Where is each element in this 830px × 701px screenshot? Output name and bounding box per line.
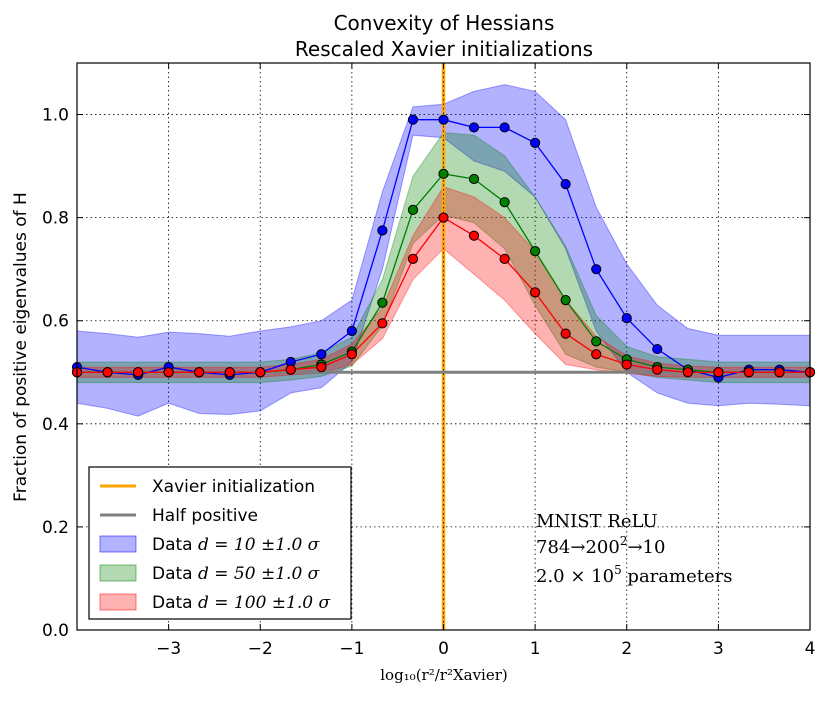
marker-series-0 <box>652 343 663 355</box>
legend-d50-prefix: Data <box>152 564 193 584</box>
marker-series-2 <box>530 287 541 298</box>
marker-series-2 <box>774 367 785 378</box>
x-tick-label: 2 <box>621 639 632 659</box>
marker-series-2 <box>743 367 754 378</box>
x-tick-label: −3 <box>156 639 181 659</box>
marker-series-2 <box>163 367 174 378</box>
x-tick-label: 1 <box>530 639 541 659</box>
x-tick-label: −1 <box>339 639 364 659</box>
marker-series-0 <box>621 313 632 324</box>
marker-series-2 <box>316 362 327 373</box>
y-axis-label-text: Fraction of positive eigenvalues of H <box>11 192 31 502</box>
annotation-line3: 2.0 × 105 parameters <box>536 563 732 587</box>
marker-series-2 <box>652 364 663 375</box>
legend-label-xavier: Xavier initialization <box>152 477 315 497</box>
x-tick-label: 4 <box>805 639 816 659</box>
marker-series-2 <box>499 253 510 264</box>
marker-series-2 <box>255 367 266 378</box>
marker-series-0 <box>377 225 388 236</box>
y-tick-label: 0.4 <box>42 415 69 435</box>
legend-d50-sigma: ±1.0 σ <box>261 564 320 584</box>
marker-series-1 <box>377 297 388 308</box>
legend-label-half: Half positive <box>152 506 258 526</box>
marker-series-2 <box>133 367 144 378</box>
marker-series-2 <box>346 349 357 360</box>
marker-series-2 <box>713 367 724 378</box>
y-tick-label: 1.0 <box>42 106 69 126</box>
annotation-line2: 784→2002→10 <box>536 534 665 558</box>
legend-d100-sigma: ±1.0 σ <box>272 593 331 613</box>
axis-ticks: −3 −2 −1 0 1 2 3 4 0.0 0.2 0.4 0.6 0.8 1.0 <box>42 63 815 659</box>
annotation-line3-b: parameters <box>622 566 733 587</box>
marker-series-1 <box>591 336 602 347</box>
marker-series-0 <box>407 114 419 125</box>
legend-swatch-d10 <box>99 535 137 553</box>
annotation-line3-sup: 5 <box>614 563 622 577</box>
legend-d10-prefix: Data <box>152 535 193 555</box>
marker-series-2 <box>560 328 571 339</box>
marker-series-2 <box>621 359 632 370</box>
marker-series-0 <box>468 122 480 133</box>
legend-d50-d: d = 50 <box>198 564 256 584</box>
marker-series-2 <box>407 253 419 264</box>
marker-series-2 <box>224 367 235 378</box>
marker-series-2 <box>468 230 480 241</box>
data-markers <box>71 114 816 383</box>
marker-series-1 <box>438 168 449 179</box>
marker-series-0 <box>530 137 541 148</box>
marker-series-2 <box>102 367 113 378</box>
x-tick-label: 0 <box>438 639 449 659</box>
chart-title: Convexity of Hessians <box>334 11 555 35</box>
annotation-line3-a: 2.0 × 10 <box>536 566 614 587</box>
marker-series-0 <box>499 122 510 133</box>
legend-swatch-d100 <box>99 593 137 611</box>
annotation-line2-b: →10 <box>627 537 665 558</box>
y-tick-label: 0.0 <box>42 621 69 641</box>
marker-series-0 <box>346 325 357 337</box>
legend: Xavier initialization Half positive Data… <box>88 466 352 620</box>
annotation-line2-sup: 2 <box>620 534 628 548</box>
legend-label-d100: Data d = 100 ±1.0 σ <box>152 593 330 613</box>
annotation-line1: MNIST ReLU <box>536 511 658 532</box>
y-tick-label: 0.2 <box>42 518 69 538</box>
marker-series-1 <box>468 173 480 185</box>
marker-series-2 <box>591 349 602 360</box>
marker-series-0 <box>560 179 571 190</box>
marker-series-2 <box>438 212 449 223</box>
legend-d100-d: d = 100 <box>198 593 267 613</box>
legend-label-d50: Data d = 50 ±1.0 σ <box>152 564 320 584</box>
x-tick-label: 3 <box>713 639 724 659</box>
marker-series-2 <box>682 367 693 378</box>
marker-series-1 <box>499 197 510 208</box>
chart-subtitle: Rescaled Xavier initializations <box>295 37 593 61</box>
x-tick-label: −2 <box>248 639 273 659</box>
y-axis-label: Fraction of positive eigenvalues of H <box>11 192 31 502</box>
legend-label-d10: Data d = 10 ±1.0 σ <box>152 535 320 555</box>
x-axis-label: log₁₀(r²/r²Xavier) <box>380 666 508 684</box>
marker-series-1 <box>560 295 571 306</box>
marker-series-2 <box>377 318 388 329</box>
y-tick-label: 0.6 <box>42 312 69 332</box>
marker-series-0 <box>591 264 602 275</box>
y-tick-label: 0.8 <box>42 209 69 229</box>
legend-swatch-d50 <box>99 564 137 582</box>
legend-d10-sigma: ±1.0 σ <box>261 535 320 555</box>
marker-series-1 <box>407 204 419 216</box>
marker-series-1 <box>530 246 541 257</box>
marker-series-0 <box>438 114 449 125</box>
annotation: MNIST ReLU 784→2002→10 2.0 × 105 paramet… <box>536 511 732 587</box>
legend-d10-d: d = 10 <box>198 535 256 555</box>
marker-series-0 <box>316 349 327 360</box>
marker-series-2 <box>285 364 296 375</box>
marker-series-2 <box>194 367 205 378</box>
legend-d100-prefix: Data <box>152 593 193 613</box>
annotation-line2-a: 784→200 <box>536 537 620 558</box>
